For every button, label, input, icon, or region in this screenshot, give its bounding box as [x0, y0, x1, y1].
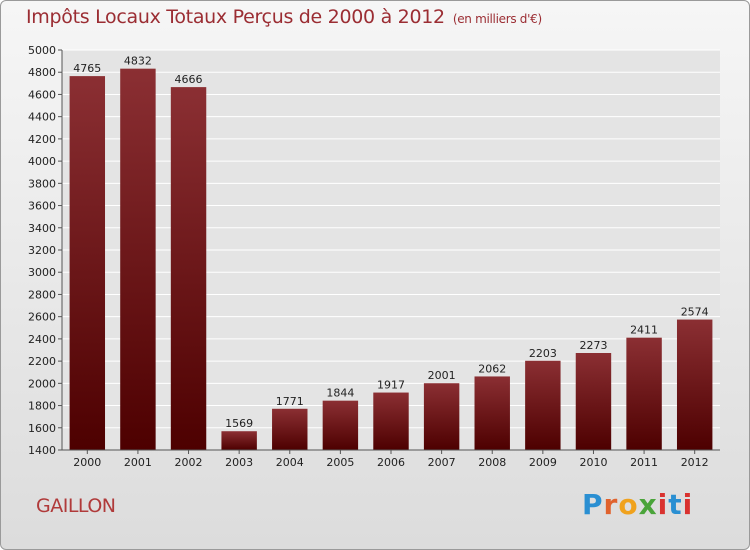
- value-label-2011: 2411: [630, 324, 658, 337]
- value-label-2004: 1771: [276, 395, 304, 408]
- x-tick-label-2002: 2002: [175, 456, 203, 469]
- x-tick-label-2001: 2001: [124, 456, 152, 469]
- y-tick-label: 5000: [28, 44, 56, 57]
- value-label-2002: 4666: [175, 73, 203, 86]
- y-tick-label: 3000: [28, 266, 56, 279]
- chart-title: Impôts Locaux Totaux Perçus de 2000 à 20…: [26, 6, 542, 28]
- y-tick-label: 3600: [28, 200, 56, 213]
- y-tick-label: 2200: [28, 355, 56, 368]
- value-label-2001: 4832: [124, 55, 152, 68]
- value-label-2010: 2273: [579, 339, 607, 352]
- y-tick-label: 4200: [28, 133, 56, 146]
- value-labels: 4765 4832 4666 1569 1771 1844 1917 2001 2062 2203…: [73, 55, 708, 431]
- bar-2008: [474, 376, 510, 450]
- y-tick-label: 4600: [28, 88, 56, 101]
- y-tick-label: 3400: [28, 222, 56, 235]
- bar-2012: [676, 319, 713, 450]
- y-tick-label: 4000: [28, 155, 56, 168]
- value-label-2003: 1569: [225, 417, 253, 430]
- value-label-2006: 1917: [377, 379, 405, 392]
- x-tick-label-2000: 2000: [73, 456, 101, 469]
- x-tick-label-2003: 2003: [225, 456, 253, 469]
- x-tick-label-2011: 2011: [630, 456, 658, 469]
- y-tick-label: 1600: [28, 422, 56, 435]
- x-tick-label-2005: 2005: [326, 456, 354, 469]
- value-label-2009: 2203: [529, 347, 557, 360]
- x-tick-label-2012: 2012: [681, 456, 709, 469]
- value-label-2000: 4765: [73, 62, 101, 75]
- chart-unit: (en milliers d'€): [452, 12, 542, 26]
- y-tick-label: 2800: [28, 288, 56, 301]
- bar-2001: [120, 68, 156, 451]
- y-tick-label: 4800: [28, 66, 56, 79]
- value-label-2007: 2001: [428, 369, 456, 382]
- x-tick-label-2008: 2008: [478, 456, 506, 469]
- proxiti-logo: Proxiti: [582, 488, 694, 521]
- y-tick-label: 4400: [28, 111, 56, 124]
- y-axis: 1400 1600 1800 2000 2200 2400 2600 2800 3000 3200…: [28, 44, 63, 457]
- value-label-2008: 2062: [478, 362, 506, 375]
- y-tick-label: 1400: [28, 444, 56, 457]
- y-tick-label: 2600: [28, 311, 56, 324]
- bar-2003: [221, 431, 257, 450]
- bar-2000: [69, 76, 106, 450]
- bar-2006: [373, 392, 409, 450]
- chart-title-text: Impôts Locaux Totaux Perçus de 2000 à 20…: [26, 6, 445, 28]
- x-tick-label-2004: 2004: [276, 456, 304, 469]
- bar-2007: [423, 383, 460, 450]
- bar-2004: [272, 408, 308, 450]
- bar-2011: [626, 337, 662, 450]
- y-tick-label: 2000: [28, 377, 56, 390]
- bar-2010: [575, 353, 612, 450]
- bar-2002: [170, 87, 207, 450]
- town-name: GAILLON: [36, 495, 116, 517]
- bar-2009: [525, 360, 561, 450]
- y-tick-label: 1800: [28, 400, 56, 413]
- value-label-2005: 1844: [326, 387, 354, 400]
- x-tick-label-2006: 2006: [377, 456, 405, 469]
- y-tick-label: 3200: [28, 244, 56, 257]
- bars: [69, 68, 713, 451]
- y-tick-label: 3800: [28, 177, 56, 190]
- x-tick-label-2007: 2007: [428, 456, 456, 469]
- x-axis-labels: 2000 2001 2002 2003 2004 2005 2006 2007 2008 2009…: [62, 449, 720, 469]
- x-tick-label-2010: 2010: [579, 456, 607, 469]
- x-tick-label-2009: 2009: [529, 456, 557, 469]
- y-tick-label: 2400: [28, 333, 56, 346]
- bar-2005: [322, 400, 359, 450]
- value-label-2012: 2574: [681, 306, 709, 319]
